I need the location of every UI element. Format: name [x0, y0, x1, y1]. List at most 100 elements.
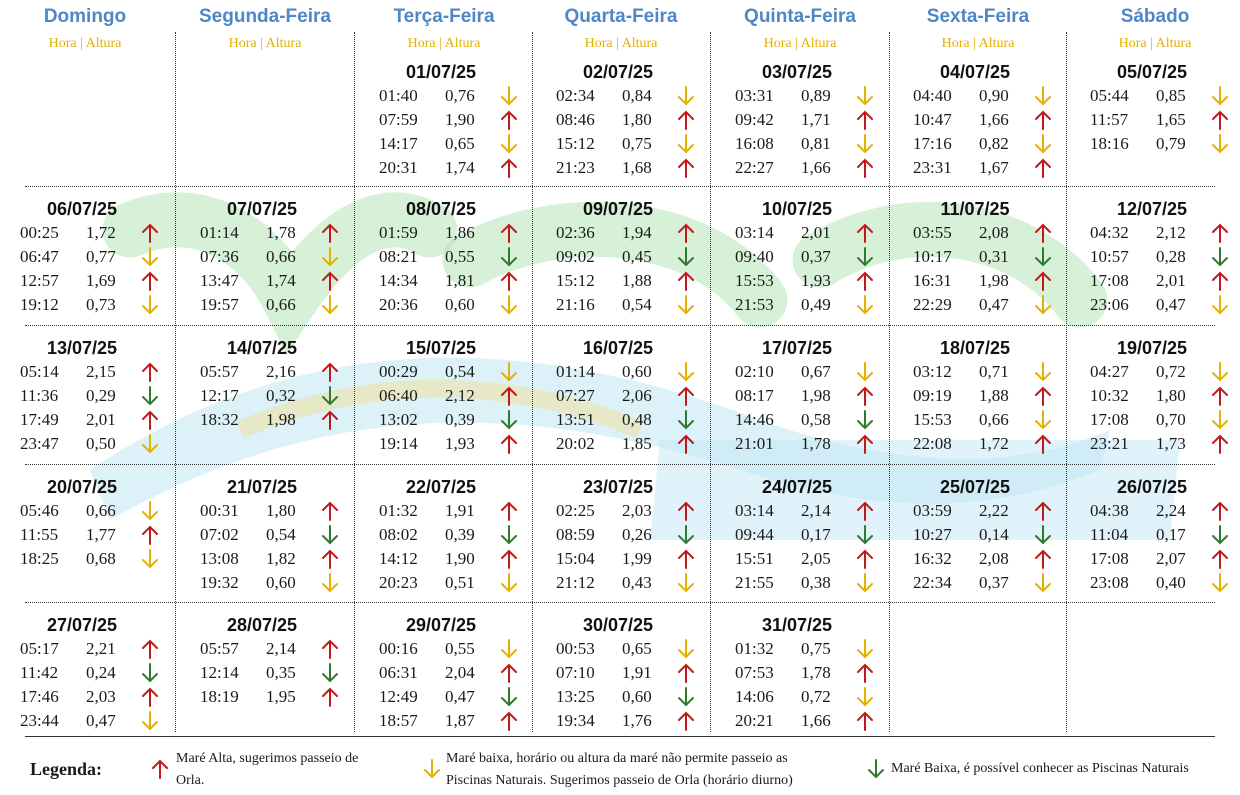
tide-height: 2,24	[1156, 501, 1186, 520]
tide-time: 13:08	[200, 549, 239, 568]
tide-time: 20:23	[379, 573, 418, 592]
arrow-up-icon	[140, 408, 162, 432]
day-date: 25/07/25	[939, 477, 1011, 497]
tide-row: 18:57 1,87	[359, 709, 529, 733]
tide-height: 0,47	[86, 711, 116, 730]
legend-low-tide-no-pools: Maré baixa, horário ou altura da maré nã…	[446, 748, 846, 792]
tide-row: 21:53 0,49	[715, 293, 885, 317]
arrow-up-icon	[140, 685, 162, 709]
grid-vline	[354, 32, 355, 732]
tide-time: 09:19	[913, 386, 952, 405]
arrow-down-icon	[1033, 360, 1055, 384]
tide-time: 01:32	[735, 639, 774, 658]
tide-row: 19:34 1,76	[536, 709, 706, 733]
arrow-up-icon	[320, 547, 342, 571]
grid-hline	[25, 464, 1215, 465]
tide-time: 10:32	[1090, 386, 1129, 405]
tide-row: 03:14 2,01	[715, 221, 885, 245]
tide-time: 21:53	[735, 295, 774, 314]
arrow-down-icon	[855, 245, 877, 269]
tide-time: 22:34	[913, 573, 952, 592]
tide-height: 1,74	[266, 271, 296, 290]
tide-row: 10:47 1,66	[893, 108, 1063, 132]
tide-row: 16:31 1,98	[893, 269, 1063, 293]
arrow-up-icon	[676, 156, 698, 180]
tide-height: 0,31	[979, 247, 1009, 266]
arrow-up-icon	[140, 523, 162, 547]
arrow-down-icon	[320, 523, 342, 547]
tide-height: 1,90	[445, 549, 475, 568]
tide-row: 23:47 0,50	[0, 432, 170, 456]
arrow-down-icon	[855, 523, 877, 547]
tide-time: 05:17	[20, 639, 59, 658]
arrow-down-icon	[855, 408, 877, 432]
arrow-up-icon	[855, 221, 877, 245]
tide-row: 13:51 0,48	[536, 408, 706, 432]
tide-height: 0,38	[801, 573, 831, 592]
tide-time: 17:49	[20, 410, 59, 429]
tide-time: 14:17	[379, 134, 418, 153]
arrow-up-icon	[676, 221, 698, 245]
day-cell: 20/07/25 05:46 0,66 11:55 1,77 18:25 0,68	[0, 475, 170, 571]
tide-time: 10:27	[913, 525, 952, 544]
arrow-down-icon	[1210, 360, 1232, 384]
tide-time: 11:04	[1090, 525, 1129, 544]
tide-row: 02:10 0,67	[715, 360, 885, 384]
tide-time: 23:08	[1090, 573, 1129, 592]
tide-row: 01:14 1,78	[180, 221, 350, 245]
tide-time: 17:08	[1090, 410, 1129, 429]
arrow-down-icon	[676, 84, 698, 108]
tide-height: 1,88	[979, 386, 1009, 405]
tide-time: 07:27	[556, 386, 595, 405]
tide-time: 08:17	[735, 386, 774, 405]
legend-title: Legenda:	[30, 759, 102, 779]
tide-time: 01:40	[379, 86, 418, 105]
tide-row: 07:53 1,78	[715, 661, 885, 685]
arrow-down-icon	[855, 360, 877, 384]
tide-height: 0,84	[622, 86, 652, 105]
legend-low-tide-pools: Maré Baixa, é possível conhecer as Pisci…	[891, 761, 1189, 776]
tide-row: 04:40 0,90	[893, 84, 1063, 108]
tide-time: 09:40	[735, 247, 774, 266]
day-date: 18/07/25	[939, 338, 1011, 358]
day-cell: 27/07/25 05:17 2,21 11:42 0,24 17:46 2,03 23:44…	[0, 613, 170, 733]
tide-height: 1,73	[1156, 434, 1186, 453]
tide-time: 18:25	[20, 549, 59, 568]
tide-time: 22:08	[913, 434, 952, 453]
tide-height: 0,28	[1156, 247, 1186, 266]
tide-height: 1,85	[622, 434, 652, 453]
tide-row: 02:36 1,94	[536, 221, 706, 245]
arrow-down-icon	[1033, 84, 1055, 108]
tide-height: 0,66	[266, 295, 296, 314]
arrow-down-icon	[499, 571, 521, 595]
tide-row: 03:59 2,22	[893, 499, 1063, 523]
tide-row: 03:55 2,08	[893, 221, 1063, 245]
tide-row: 10:57 0,28	[1070, 245, 1240, 269]
tide-height: 1,78	[801, 663, 831, 682]
grid-vline	[175, 32, 176, 732]
tide-time: 10:57	[1090, 247, 1129, 266]
tide-row: 08:02 0,39	[359, 523, 529, 547]
arrow-down-icon	[676, 637, 698, 661]
arrow-up-icon	[676, 432, 698, 456]
tide-row: 11:04 0,17	[1070, 523, 1240, 547]
tide-row: 08:46 1,80	[536, 108, 706, 132]
tide-height: 0,55	[445, 247, 475, 266]
tide-row: 17:49 2,01	[0, 408, 170, 432]
tide-height: 0,60	[622, 687, 652, 706]
tide-time: 23:31	[913, 158, 952, 177]
tide-time: 15:51	[735, 549, 774, 568]
tide-time: 10:47	[913, 110, 952, 129]
tide-row: 12:49 0,47	[359, 685, 529, 709]
tide-height: 2,04	[445, 663, 475, 682]
tide-time: 07:59	[379, 110, 418, 129]
day-date: 04/07/25	[939, 62, 1011, 82]
tide-time: 13:47	[200, 271, 239, 290]
grid-vline	[532, 32, 533, 732]
tide-height: 1,98	[979, 271, 1009, 290]
tide-time: 14:06	[735, 687, 774, 706]
day-date: 24/07/25	[761, 477, 833, 497]
arrow-up-icon	[1210, 547, 1232, 571]
subheader-sexta-feira: Hora | Altura	[941, 36, 1015, 51]
day-date: 21/07/25	[226, 477, 298, 497]
